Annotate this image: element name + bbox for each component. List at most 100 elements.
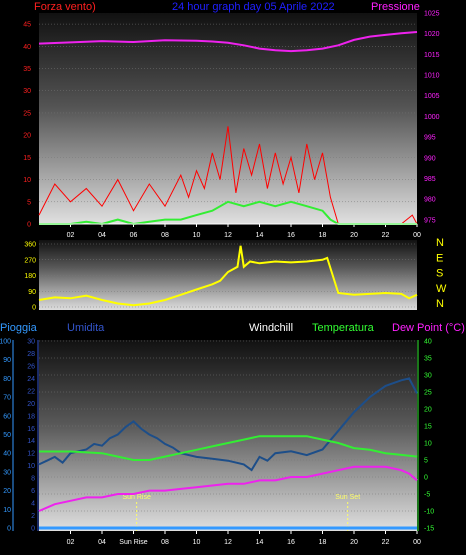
pressure-tick: 975	[424, 217, 436, 224]
humidity-tick: 10	[27, 463, 35, 470]
windchill-legend: Windchill	[249, 322, 293, 334]
direction-tick: 360	[24, 242, 36, 249]
rain-axis: 0 10 20 30 40 50 60 70 80 90 100	[0, 339, 11, 533]
wind-speed-tick: 0	[27, 222, 31, 229]
pressure-tick: 1020	[424, 31, 440, 38]
rain-tick: 100	[0, 339, 11, 346]
time-tick-label: 10	[193, 539, 201, 546]
temperature-legend: Temperatura	[312, 322, 375, 334]
time-tick-label: 16	[287, 232, 295, 239]
humidity-tick: 14	[27, 438, 35, 445]
wind-direction-axis: 0 90 180 270 360	[24, 242, 36, 312]
humidity-tick: 0	[31, 526, 35, 533]
time-tick-label: 12	[224, 539, 232, 546]
time-tick-label: 16	[287, 539, 295, 546]
time-tick-label: 08	[161, 232, 169, 239]
temperature-series	[39, 435, 418, 461]
humidity-tick: 20	[27, 401, 35, 408]
humidity-axis-title: Umidita	[67, 322, 105, 334]
compass-label: N	[436, 237, 444, 249]
wind-speed-tick: 40	[23, 44, 31, 51]
time-tick-label: 06	[130, 232, 138, 239]
compass-label: W	[436, 283, 447, 295]
wind-speed-tick: 20	[23, 133, 31, 140]
temperature-tick: 15	[424, 424, 432, 431]
temperature-tick: 5	[424, 458, 428, 465]
time-tick-label: 14	[256, 232, 264, 239]
time-tick-label: Sun Rise	[119, 539, 148, 546]
temperature-axis: -15 -10 -5 0 5 10 15 20 25 30 35 40	[424, 339, 434, 533]
temperature-tick: 20	[424, 407, 432, 414]
time-tick-label: 12	[224, 232, 232, 239]
time-tick-label: 10	[193, 232, 201, 239]
direction-tick: 0	[32, 305, 36, 312]
temperature-tick: 25	[424, 390, 432, 397]
humidity-tick: 18	[27, 413, 35, 420]
pressure-series	[38, 31, 418, 53]
pressure-tick: 980	[424, 197, 436, 204]
wind-axis-title: Forza vento)	[34, 1, 96, 13]
rain-tick: 60	[3, 413, 11, 420]
pressure-tick: 990	[424, 155, 436, 162]
humidity-tick: 30	[27, 339, 35, 346]
rain-tick: 90	[3, 357, 11, 364]
humidity-tick: 16	[27, 426, 35, 433]
wind-speed-tick: 25	[23, 110, 31, 117]
temperature-tick: 30	[424, 373, 432, 380]
wind-speed-axis: 0 5 10 15 20 25 30 35 40 45	[23, 22, 31, 229]
time-tick-label: 02	[67, 232, 75, 239]
wind-speed-tick: 10	[23, 177, 31, 184]
time-tick-label: 14	[256, 539, 264, 546]
pressure-tick: 1010	[424, 73, 440, 80]
wind-direction-grid	[39, 243, 417, 308]
pressure-tick: 985	[424, 176, 436, 183]
rain-tick: 70	[3, 395, 11, 402]
time-tick-label: 22	[382, 539, 390, 546]
pressure-axis: 975 980 985 990 995 1000 1005 1010 1015 1020 1025	[424, 11, 440, 225]
sun-set-label: Sun Set	[335, 494, 360, 501]
temperature-tick: 35	[424, 356, 432, 363]
pressure-tick: 1005	[424, 93, 440, 100]
rain-tick: 20	[3, 488, 11, 495]
rain-tick: 30	[3, 469, 11, 476]
time-tick-label: 18	[319, 232, 327, 239]
rain-tick: 10	[3, 507, 11, 514]
pressure-tick: 1015	[424, 52, 440, 59]
pressure-tick: 1025	[424, 11, 440, 18]
rain-tick: 50	[3, 432, 11, 439]
wind-speed-tick: 45	[23, 22, 31, 29]
dew-point-legend: Dew Point (°C)	[392, 322, 465, 334]
wind-pressure-plot-area	[39, 13, 417, 224]
compass-label: N	[436, 298, 444, 310]
time-tick-label: 22	[382, 232, 390, 239]
rain-tick: 40	[3, 451, 11, 458]
wind-speed-tick: 5	[27, 199, 31, 206]
rain-tick: 80	[3, 376, 11, 383]
sun-rise-label: Sun Rise	[122, 494, 151, 501]
humidity-tick: 12	[27, 451, 35, 458]
humidity-tick: 8	[31, 476, 35, 483]
wind-direction-series	[38, 245, 418, 307]
time-tick-label: 04	[98, 539, 106, 546]
humidity-tick: 4	[31, 501, 35, 508]
time-tick-label: 08	[161, 539, 169, 546]
wind-speed-tick: 15	[23, 155, 31, 162]
wind-average-series	[39, 200, 417, 226]
compass-label: E	[436, 252, 443, 264]
humidity-tick: 2	[31, 513, 35, 520]
wind-speed-tick: 30	[23, 88, 31, 95]
dew-point-series	[38, 465, 418, 512]
pressure-axis-title: Pressione	[371, 1, 420, 13]
temperature-time-axis: 02 04 Sun Rise 08 10 12 14 16 18 20 22 00	[67, 531, 421, 546]
humidity-tick: 22	[27, 388, 35, 395]
wind-speed-tick: 35	[23, 66, 31, 73]
wind-direction-plot-area	[39, 240, 417, 310]
humidity-series	[38, 377, 418, 472]
rain-tick: 0	[7, 526, 11, 533]
chart-title: 24 hour graph day 05 Aprile 2022	[172, 1, 335, 13]
humidity-tick: 6	[31, 488, 35, 495]
humidity-tick: 26	[27, 363, 35, 370]
